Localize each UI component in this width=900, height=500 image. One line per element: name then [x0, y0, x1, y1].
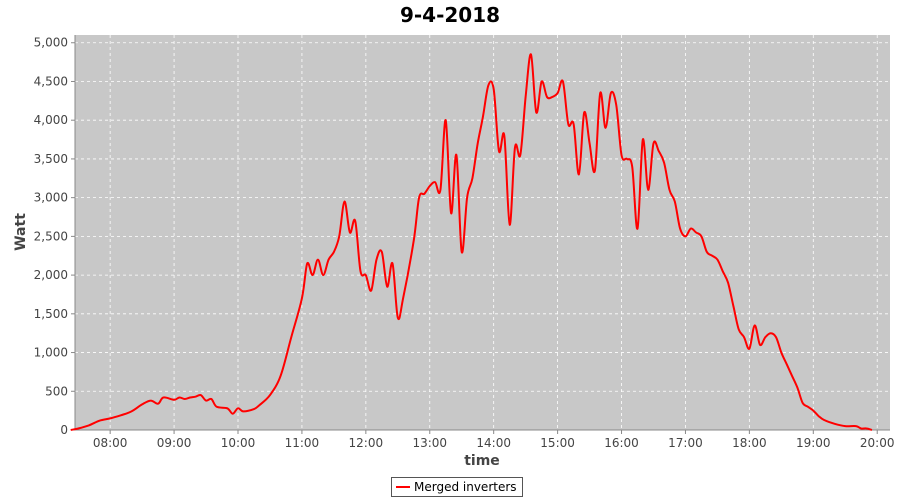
x-tick-label: 19:00 [796, 436, 831, 450]
x-tick-label: 08:00 [93, 436, 128, 450]
legend: Merged inverters [391, 477, 523, 497]
y-tick-label: 4,500 [34, 74, 68, 88]
y-tick-label: 4,000 [34, 113, 68, 127]
x-axis-title: time [464, 453, 500, 469]
y-tick-label: 1,000 [34, 346, 68, 360]
x-tick-label: 11:00 [285, 436, 320, 450]
x-tick-label: 20:00 [860, 436, 895, 450]
x-tick-label: 09:00 [157, 436, 192, 450]
series-line [70, 53, 873, 431]
y-tick-label: 3,000 [34, 191, 68, 205]
x-tick-label: 12:00 [349, 436, 384, 450]
y-tick-label: 2,500 [34, 229, 68, 243]
y-axis-title: Watt [13, 213, 29, 251]
x-tick-label: 15:00 [540, 436, 575, 450]
x-tick-label: 17:00 [668, 436, 703, 450]
x-tick-label: 14:00 [476, 436, 511, 450]
y-tick-label: 1,500 [34, 307, 68, 321]
y-tick-label: 2,000 [34, 268, 68, 282]
legend-swatch [396, 486, 410, 488]
plot-area [75, 35, 890, 430]
y-tick-label: 0 [60, 423, 68, 437]
x-tick-label: 18:00 [732, 436, 767, 450]
x-tick-label: 16:00 [604, 436, 639, 450]
y-tick-label: 3,500 [34, 152, 68, 166]
legend-label: Merged inverters [414, 480, 517, 494]
chart-title: 9-4-2018 [399, 3, 501, 27]
x-tick-label: 13:00 [412, 436, 447, 450]
series-layer [70, 53, 873, 431]
x-tick-label: 10:00 [221, 436, 256, 450]
y-tick-label: 500 [45, 384, 68, 398]
y-tick-label: 5,000 [34, 36, 68, 50]
axes: 0 500 1,000 1,500 2,000 2,500 3,000 3,500 4,000 4… [34, 35, 895, 450]
